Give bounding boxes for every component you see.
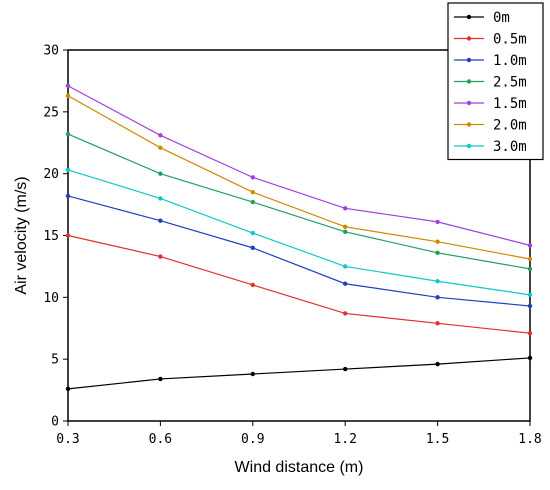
data-point bbox=[435, 279, 440, 284]
data-point bbox=[65, 193, 71, 199]
data-point bbox=[435, 321, 440, 326]
series-line bbox=[67, 133, 531, 270]
y-tick-label: 5 bbox=[51, 353, 59, 368]
data-point bbox=[158, 218, 163, 223]
data-point bbox=[343, 206, 348, 211]
data-point bbox=[65, 131, 71, 137]
legend-label: 1.0m bbox=[493, 53, 527, 69]
data-point bbox=[435, 219, 440, 225]
data-point bbox=[250, 175, 255, 180]
legend-item: 2.5m bbox=[454, 75, 527, 91]
legend-label: 1.5m bbox=[493, 96, 527, 112]
data-point bbox=[158, 171, 163, 176]
data-point bbox=[65, 83, 71, 89]
legend-label: 0.5m bbox=[493, 32, 527, 48]
x-tick-label: 0.6 bbox=[149, 432, 172, 447]
x-tick-label: 1.2 bbox=[333, 432, 356, 447]
data-point bbox=[158, 376, 163, 382]
y-tick-label: 20 bbox=[43, 167, 59, 182]
legend-label: 2.5m bbox=[493, 75, 527, 91]
series-line bbox=[67, 357, 531, 390]
series-line bbox=[67, 234, 531, 334]
legend-item: 0m bbox=[454, 10, 510, 26]
y-tick-label: 0 bbox=[51, 415, 59, 430]
series-2 bbox=[65, 193, 533, 309]
data-point bbox=[435, 361, 440, 367]
legend-swatch-marker bbox=[466, 100, 472, 106]
legend-item: 1.5m bbox=[454, 96, 527, 112]
y-tick-label: 30 bbox=[43, 44, 59, 59]
series-line bbox=[67, 169, 531, 296]
data-point bbox=[65, 386, 71, 392]
data-point bbox=[250, 199, 255, 205]
x-tick-label: 1.5 bbox=[426, 432, 449, 447]
legend: 0m 0.5m 1.0m 2.5m 1.5m 2.0m 3.0m bbox=[447, 2, 544, 161]
x-axis-title: Wind distance (m) bbox=[235, 459, 364, 476]
data-point bbox=[343, 224, 348, 230]
legend-swatch-marker bbox=[466, 57, 472, 63]
series-5 bbox=[65, 93, 533, 262]
data-point bbox=[527, 256, 533, 262]
legend-swatch-marker bbox=[466, 143, 472, 149]
legend-swatch-marker bbox=[466, 122, 472, 127]
x-tick-label: 0.3 bbox=[56, 432, 79, 447]
y-tick-label: 10 bbox=[43, 291, 59, 306]
series-3 bbox=[65, 131, 533, 272]
x-tick-label: 0.9 bbox=[241, 432, 264, 447]
data-point bbox=[343, 281, 348, 286]
data-point bbox=[158, 145, 163, 150]
y-tick-label: 25 bbox=[43, 105, 59, 120]
data-point bbox=[158, 133, 163, 138]
data-point bbox=[435, 250, 440, 256]
data-point bbox=[250, 230, 255, 236]
data-point bbox=[527, 303, 533, 309]
series-line bbox=[67, 95, 531, 260]
data-point bbox=[527, 243, 533, 248]
data-point bbox=[250, 245, 255, 251]
data-point bbox=[250, 371, 255, 377]
legend-swatch-marker bbox=[466, 14, 472, 20]
data-point bbox=[158, 196, 163, 201]
series-line bbox=[67, 85, 531, 246]
series-line bbox=[67, 195, 531, 307]
series-0 bbox=[65, 355, 533, 392]
data-point bbox=[343, 311, 348, 316]
series-1 bbox=[65, 233, 533, 336]
data-point bbox=[158, 254, 163, 259]
legend-label: 2.0m bbox=[493, 118, 527, 134]
data-point bbox=[435, 239, 440, 244]
data-point bbox=[527, 292, 533, 298]
data-point bbox=[343, 264, 348, 269]
series-6 bbox=[65, 167, 533, 298]
data-point bbox=[343, 229, 348, 234]
x-axis: 0.3 0.6 0.9 1.2 1.5 1.8 bbox=[56, 421, 542, 447]
legend-item: 2.0m bbox=[454, 118, 527, 134]
y-tick-label: 15 bbox=[43, 229, 59, 244]
y-axis-title: Air velocity (m/s) bbox=[13, 176, 30, 294]
data-point bbox=[65, 93, 71, 98]
data-point bbox=[527, 355, 533, 361]
data-point bbox=[65, 167, 71, 173]
data-point bbox=[527, 330, 533, 336]
data-point bbox=[250, 282, 255, 288]
data-point bbox=[527, 266, 533, 272]
data-point bbox=[435, 295, 440, 300]
legend-label: 0m bbox=[493, 10, 510, 26]
x-tick-label: 1.8 bbox=[518, 432, 541, 447]
legend-label: 3.0m bbox=[493, 139, 527, 155]
legend-swatch-marker bbox=[466, 36, 472, 41]
data-point bbox=[250, 190, 255, 195]
data-point bbox=[343, 366, 348, 372]
legend-item: 1.0m bbox=[454, 53, 527, 69]
legend-swatch-marker bbox=[466, 79, 472, 84]
series-4 bbox=[65, 83, 533, 248]
y-axis: 0 5 10 15 20 25 30 bbox=[43, 44, 68, 430]
legend-item: 0.5m bbox=[454, 32, 527, 48]
data-point bbox=[65, 233, 71, 238]
series-layer bbox=[65, 83, 533, 392]
legend-item: 3.0m bbox=[454, 139, 527, 155]
